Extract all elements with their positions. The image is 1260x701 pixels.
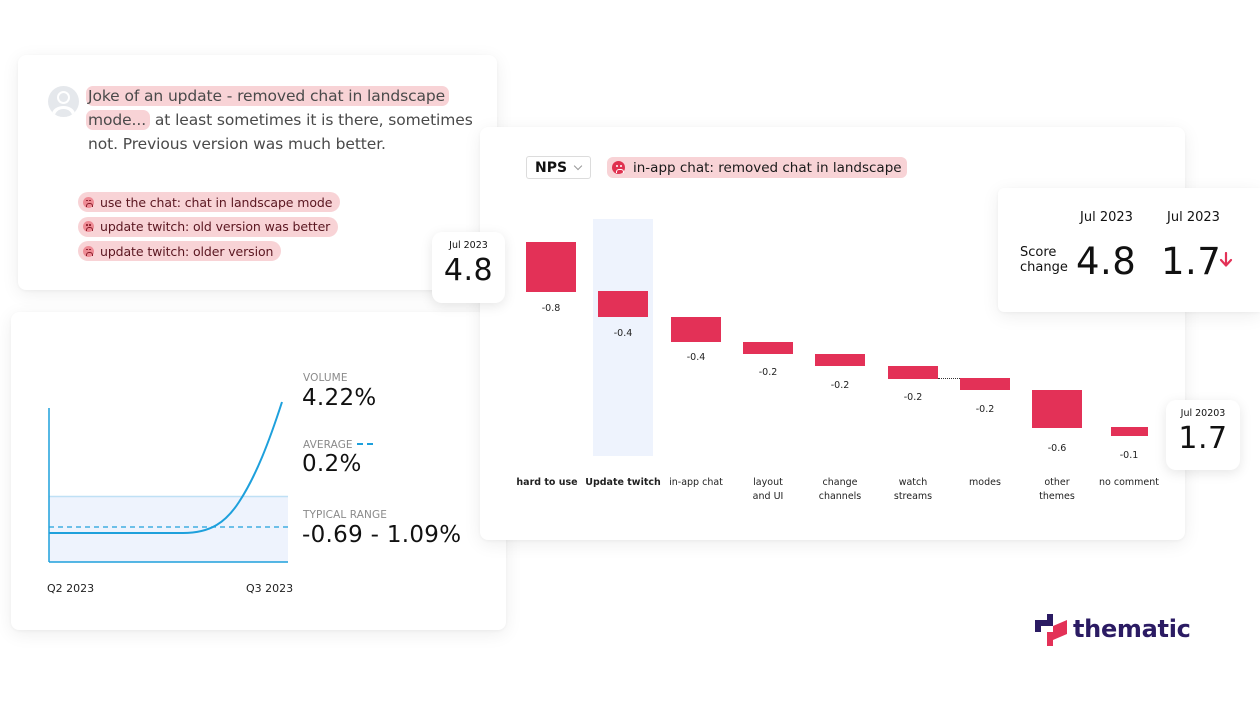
bar-value: -0.4 (686, 352, 706, 363)
metric-select[interactable]: NPS (526, 156, 591, 179)
end-score-pill: Jul 20203 1.7 (1166, 400, 1240, 470)
score-change-card: Jul 2023 Jul 2023 Score change 4.8 1.7 (998, 188, 1260, 312)
thematic-logo: thematic (1033, 612, 1191, 646)
average-label-row: AVERAGE (303, 439, 373, 451)
tag-label: update twitch: old version was better (100, 219, 331, 234)
to-score: 1.7 (1161, 240, 1222, 283)
bar-value: -0.2 (830, 380, 850, 391)
volume-value: 4.22% (302, 385, 377, 411)
typical-range-band (49, 496, 288, 562)
theme-tag[interactable]: update twitch: older version (78, 241, 282, 261)
bar-update-twitch[interactable] (598, 291, 648, 317)
theme-tag[interactable]: update twitch: old version was better (78, 216, 339, 237)
bar-value: -0.2 (903, 392, 923, 403)
from-date: Jul 2023 (1080, 210, 1133, 225)
theme-tags: use the chat: chat in landscape mode upd… (78, 192, 341, 266)
filter-pill-label: in-app chat: removed chat in landscape (633, 159, 902, 176)
category-label: layout and UI (752, 477, 784, 502)
bar-value: -0.8 (541, 303, 561, 314)
category-label: hard to use (516, 477, 578, 488)
sad-face-icon (83, 221, 94, 232)
bar-watch-streams[interactable] (888, 366, 938, 379)
average-label: AVERAGE (303, 439, 353, 451)
dashed-line-legend-icon (356, 442, 373, 445)
typical-range-value: -0.69 - 1.09% (302, 522, 462, 548)
volume-line-chart (48, 401, 288, 563)
x-axis-end-label: Q3 2023 (246, 582, 294, 595)
bar-value: -0.6 (1047, 443, 1067, 454)
theme-tag[interactable]: use the chat: chat in landscape mode (78, 192, 341, 212)
volume-label: VOLUME (303, 372, 348, 384)
tag-label: use the chat: chat in landscape mode (100, 194, 333, 210)
metric-select-value: NPS (535, 159, 568, 176)
category-label: other themes (1039, 477, 1075, 502)
average-value: 0.2% (302, 451, 362, 477)
tag-label: update twitch: older version (100, 243, 274, 259)
bar-in-app-chat[interactable] (671, 317, 721, 342)
category-label: in-app chat (669, 477, 723, 488)
start-score-pill: Jul 2023 4.8 (432, 232, 505, 303)
review-rest-text: at least sometimes it is there, sometime… (88, 111, 473, 153)
logo-text: thematic (1073, 615, 1191, 643)
volume-card: Q2 2023 Q3 2023 VOLUME 4.22% AVERAGE 0.2… (11, 312, 506, 630)
start-score: 4.8 (443, 253, 494, 288)
x-axis-start-label: Q2 2023 (47, 582, 95, 595)
waterfall-card: NPS in-app chat: removed chat in landsca… (480, 127, 1185, 540)
to-date: Jul 2023 (1167, 210, 1220, 225)
score-change-label: Score change (1020, 245, 1068, 275)
category-label: no comment (1099, 477, 1159, 488)
category-label: change channels (818, 477, 862, 502)
review-text: Joke of an update - removed chat in land… (86, 84, 483, 156)
review-card: Joke of an update - removed chat in land… (18, 55, 497, 290)
sad-face-icon (612, 161, 625, 174)
volume-line (49, 401, 283, 534)
bar-no-comment[interactable] (1111, 427, 1148, 436)
bar-value: -0.4 (613, 328, 633, 339)
highlighted-column (593, 219, 653, 456)
connector-line (938, 378, 960, 379)
category-label: modes (969, 477, 1001, 488)
bar-value: -0.2 (758, 367, 778, 378)
typical-range-label: TYPICAL RANGE (303, 509, 387, 521)
from-score: 4.8 (1076, 240, 1137, 283)
avatar (48, 86, 79, 117)
bar-modes[interactable] (960, 378, 1010, 390)
highlighted-text-cont[interactable]: mode... (86, 110, 151, 130)
bar-other-themes[interactable] (1032, 390, 1082, 428)
bar-change-channels[interactable] (815, 354, 865, 366)
bar-value: -0.1 (1119, 450, 1139, 461)
bar-hard-to-use[interactable] (526, 242, 576, 292)
end-score: 1.7 (1178, 421, 1228, 456)
start-date: Jul 2023 (449, 240, 488, 251)
thematic-logo-icon (1035, 614, 1067, 646)
theme-filter-pill[interactable]: in-app chat: removed chat in landscape (607, 157, 907, 178)
arrow-down-icon (1219, 252, 1233, 267)
chevron-down-icon (573, 161, 583, 171)
bar-value: -0.2 (975, 404, 995, 415)
sad-face-icon (83, 196, 94, 208)
sad-face-icon (83, 245, 94, 257)
bar-layout-and-ui[interactable] (743, 342, 793, 354)
category-label: Update twitch (585, 477, 661, 488)
category-label: watch streams (893, 477, 933, 502)
highlighted-text[interactable]: Joke of an update - removed chat in land… (86, 86, 450, 106)
end-date: Jul 20203 (1180, 408, 1226, 419)
